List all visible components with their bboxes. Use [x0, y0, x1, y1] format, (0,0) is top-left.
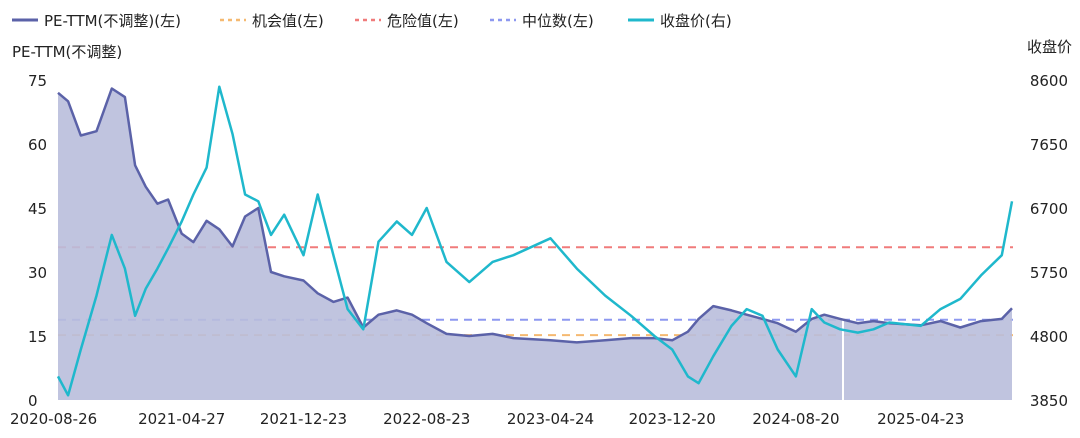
legend-label-3: 中位数(左): [522, 12, 594, 30]
right-axis-title: 收盘价: [1027, 38, 1072, 56]
x-tick-6: 2024-08-20: [752, 410, 839, 428]
right-tick-7650: 7650: [1030, 136, 1068, 154]
right-tick-4800: 4800: [1030, 328, 1068, 346]
right-tick-3850: 3850: [1030, 392, 1068, 410]
left-tick-30: 30: [28, 264, 47, 282]
x-tick-4: 2023-04-24: [507, 410, 594, 428]
right-tick-5750: 5750: [1030, 264, 1068, 282]
left-tick-75: 75: [28, 72, 47, 90]
legend-label-4: 收盘价(右): [660, 12, 732, 30]
left-axis-title: PE-TTM(不调整): [12, 43, 122, 61]
x-tick-5: 2023-12-20: [629, 410, 716, 428]
right-tick-6700: 6700: [1030, 200, 1068, 218]
x-tick-7: 2025-04-23: [877, 410, 964, 428]
x-axis-ticks: 2020-08-26 2021-04-27 2021-12-23 2022-08-23…: [10, 410, 964, 428]
right-axis-ticks: 3850 4800 5750 6700 7650 8600: [1030, 72, 1068, 410]
left-axis-ticks: 0 15 30 45 60 75: [28, 72, 47, 410]
legend-label-2: 危险值(左): [387, 12, 459, 30]
x-tick-2: 2021-12-23: [260, 410, 347, 428]
left-tick-15: 15: [28, 328, 47, 346]
x-tick-0: 2020-08-26: [10, 410, 97, 428]
left-tick-0: 0: [28, 392, 38, 410]
close-price-line: [56, 85, 1014, 397]
legend-label-0: PE-TTM(不调整)(左): [44, 12, 181, 30]
left-tick-45: 45: [28, 200, 47, 218]
legend: PE-TTM(不调整)(左) 机会值(左) 危险值(左) 中位数(左) 收盘价(右): [12, 12, 732, 30]
x-tick-3: 2022-08-23: [383, 410, 470, 428]
left-tick-60: 60: [28, 136, 47, 154]
right-tick-8600: 8600: [1030, 72, 1068, 90]
x-tick-1: 2021-04-27: [138, 410, 225, 428]
pe-line: [57, 87, 1013, 344]
legend-label-1: 机会值(左): [252, 12, 324, 30]
